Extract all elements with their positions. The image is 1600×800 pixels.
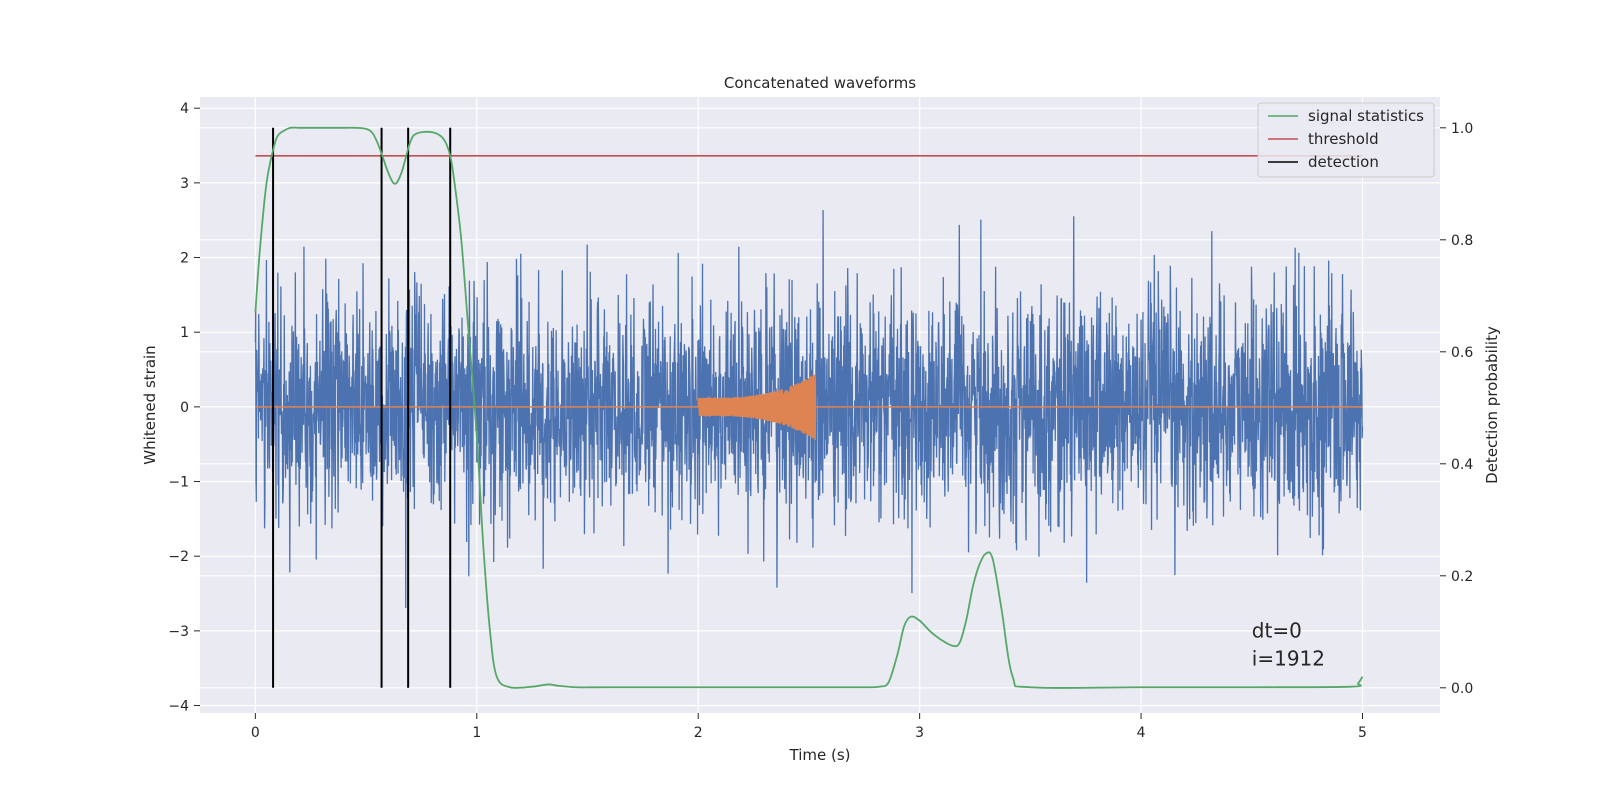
signal-statistics-series bbox=[254, 126, 1364, 689]
legend-label-signal-statistics: signal statistics bbox=[1308, 107, 1424, 125]
legend-label-threshold: threshold bbox=[1308, 130, 1379, 148]
y-right-tick-label: 0.2 bbox=[1451, 569, 1473, 585]
x-axis-label: Time (s) bbox=[789, 746, 851, 764]
y-right-tick-label: 0.4 bbox=[1451, 457, 1473, 473]
legend-box bbox=[1257, 102, 1435, 178]
legend: signal statistics threshold detection bbox=[1257, 102, 1435, 178]
annotation: dt=0 i=1912 bbox=[1252, 619, 1325, 671]
y-tick-label: −2 bbox=[168, 549, 189, 565]
x-tick-label: 2 bbox=[694, 725, 703, 741]
x-tick-label: 4 bbox=[1137, 725, 1146, 741]
y-tick-label: 2 bbox=[180, 251, 189, 267]
annotation-dt: dt=0 bbox=[1252, 619, 1302, 643]
y-axis-label: Whitened strain bbox=[141, 345, 159, 464]
injection-series bbox=[255, 374, 1363, 441]
legend-label-detection: detection bbox=[1308, 153, 1379, 171]
y-tick-label: −3 bbox=[168, 624, 189, 640]
y-axis-left: −4 −3 −2 −1 0 1 2 3 4 bbox=[168, 101, 200, 715]
y-tick-label: −4 bbox=[168, 699, 189, 715]
chart-title: Concatenated waveforms bbox=[724, 74, 916, 92]
y-axis-right: 0.0 0.2 0.4 0.6 0.8 1.0 bbox=[1440, 121, 1473, 697]
y-tick-label: 4 bbox=[180, 101, 189, 117]
signal-statistics-line bbox=[254, 126, 1364, 689]
y-right-tick-label: 1.0 bbox=[1451, 121, 1473, 137]
y-tick-label: 3 bbox=[180, 176, 189, 192]
x-tick-label: 0 bbox=[251, 725, 260, 741]
annotation-index: i=1912 bbox=[1252, 647, 1325, 671]
x-tick-label: 5 bbox=[1358, 725, 1367, 741]
y-right-tick-label: 0.6 bbox=[1451, 345, 1473, 361]
x-tick-label: 1 bbox=[472, 725, 481, 741]
y-tick-label: 1 bbox=[180, 325, 189, 341]
y-tick-label: 0 bbox=[180, 400, 189, 416]
y-right-tick-label: 0.8 bbox=[1451, 233, 1473, 249]
x-tick-label: 3 bbox=[915, 725, 924, 741]
detection-series bbox=[272, 127, 452, 688]
y-tick-label: −1 bbox=[168, 475, 189, 491]
y-right-tick-label: 0.0 bbox=[1451, 681, 1473, 697]
y-axis-right-label: Detection probability bbox=[1483, 326, 1501, 484]
x-axis: 0 1 2 3 4 5 bbox=[251, 713, 1367, 741]
injection-chirp bbox=[697, 374, 817, 441]
